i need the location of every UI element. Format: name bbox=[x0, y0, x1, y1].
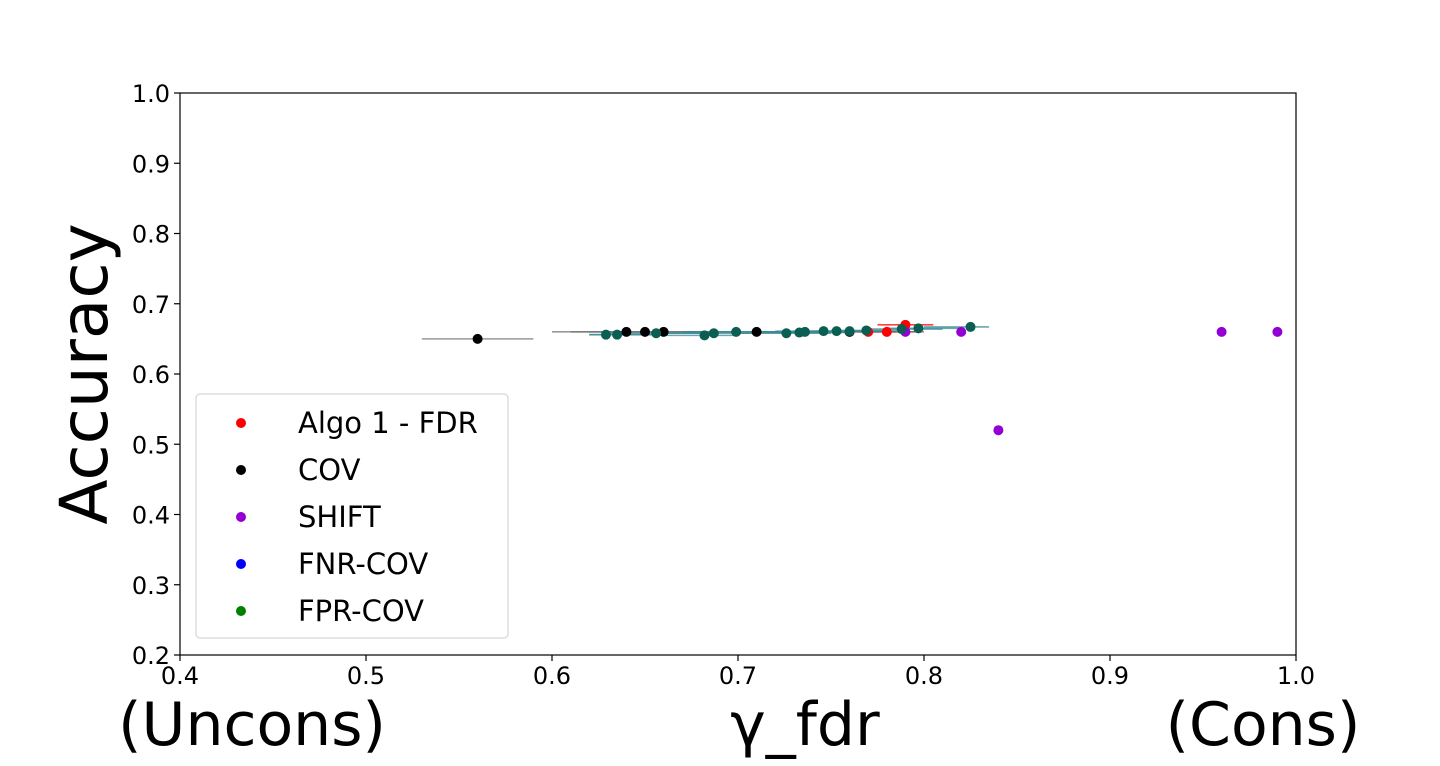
y-tick-label: 0.3 bbox=[132, 572, 170, 600]
data-point bbox=[913, 323, 924, 334]
data-point bbox=[708, 328, 719, 339]
y-tick-label: 0.9 bbox=[132, 150, 170, 178]
y-axis-label: Accuracy bbox=[46, 223, 123, 524]
data-points bbox=[472, 319, 1283, 436]
legend: Algo 1 - FDR COV SHIFT FNR-COV FPR-COV bbox=[195, 393, 509, 639]
y-tick-label: 1.0 bbox=[132, 80, 170, 108]
data-point bbox=[831, 326, 842, 337]
data-point bbox=[621, 326, 632, 337]
legend-label: FNR-COV bbox=[298, 547, 428, 581]
data-point bbox=[640, 326, 650, 337]
legend-label: SHIFT bbox=[298, 500, 381, 534]
data-point bbox=[781, 328, 792, 339]
x-tick-label: 0.9 bbox=[1091, 662, 1129, 690]
data-point bbox=[658, 326, 669, 337]
y-axis: 0.2 0.3 0.4 0.5 0.6 0.7 0.8 0.9 1.0 bbox=[132, 80, 180, 670]
y-tick-label: 0.2 bbox=[132, 642, 170, 670]
data-point bbox=[731, 326, 742, 337]
y-tick-label: 0.7 bbox=[132, 291, 170, 319]
y-tick-label: 0.8 bbox=[132, 221, 170, 249]
data-point bbox=[751, 326, 762, 337]
y-tick-label: 0.5 bbox=[132, 431, 170, 459]
x-axis-label: γ_fdr bbox=[730, 690, 880, 760]
data-point bbox=[896, 324, 907, 335]
x-axis-unconstrained-annotation: (Uncons) bbox=[118, 690, 386, 760]
data-point bbox=[861, 325, 872, 336]
data-point bbox=[818, 326, 829, 337]
y-tick-label: 0.4 bbox=[132, 502, 170, 530]
legend-marker bbox=[236, 465, 246, 475]
x-tick-label: 0.7 bbox=[719, 662, 757, 690]
data-point bbox=[1216, 326, 1227, 337]
legend-label: COV bbox=[298, 453, 361, 487]
legend-marker bbox=[236, 418, 246, 428]
legend-label: FPR-COV bbox=[298, 594, 424, 628]
data-point bbox=[612, 329, 623, 340]
legend-label: Algo 1 - FDR bbox=[298, 406, 478, 440]
legend-box bbox=[195, 393, 509, 639]
x-tick-label: 0.6 bbox=[533, 662, 571, 690]
legend-marker bbox=[236, 512, 246, 522]
x-axis-constrained-annotation: (Cons) bbox=[1166, 690, 1361, 760]
data-point bbox=[965, 321, 976, 332]
data-point bbox=[881, 326, 892, 337]
x-axis: 0.4 0.5 0.6 0.7 0.8 0.9 1.0 bbox=[161, 655, 1315, 690]
data-point bbox=[651, 328, 662, 339]
data-point bbox=[472, 333, 483, 344]
data-point bbox=[799, 326, 810, 337]
legend-marker bbox=[236, 606, 246, 616]
legend-marker bbox=[236, 559, 246, 569]
x-tick-label: 0.4 bbox=[161, 662, 199, 690]
data-point bbox=[993, 425, 1004, 436]
data-point bbox=[844, 326, 855, 337]
data-point bbox=[600, 329, 611, 340]
data-point bbox=[699, 330, 710, 341]
data-point bbox=[1272, 326, 1283, 337]
y-tick-label: 0.6 bbox=[132, 361, 170, 389]
x-tick-label: 1.0 bbox=[1277, 662, 1315, 690]
x-tick-label: 0.8 bbox=[905, 662, 943, 690]
data-point bbox=[956, 326, 967, 337]
x-tick-label: 0.5 bbox=[347, 662, 385, 690]
